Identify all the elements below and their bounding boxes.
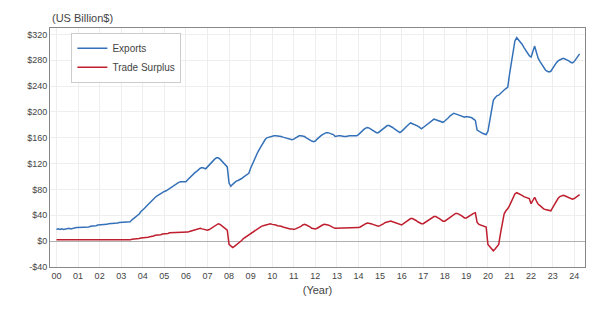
svg-text:$40: $40 <box>32 210 47 220</box>
svg-text:Trade Surplus: Trade Surplus <box>112 62 174 73</box>
svg-text:01: 01 <box>73 271 83 281</box>
svg-text:22: 22 <box>526 271 536 281</box>
svg-text:14: 14 <box>353 271 363 281</box>
svg-text:05: 05 <box>159 271 169 281</box>
svg-text:04: 04 <box>138 271 148 281</box>
svg-text:$160: $160 <box>27 133 47 143</box>
svg-text:$280: $280 <box>27 55 47 65</box>
svg-text:00: 00 <box>51 271 61 281</box>
svg-text:10: 10 <box>267 271 277 281</box>
svg-text:16: 16 <box>397 271 407 281</box>
svg-text:$320: $320 <box>27 30 47 40</box>
svg-text:$120: $120 <box>27 159 47 169</box>
svg-text:19: 19 <box>461 271 471 281</box>
svg-text:(Year): (Year) <box>303 284 333 296</box>
svg-text:03: 03 <box>116 271 126 281</box>
svg-text:$200: $200 <box>27 107 47 117</box>
svg-text:08: 08 <box>224 271 234 281</box>
svg-text:Exports: Exports <box>112 43 146 54</box>
svg-text:09: 09 <box>246 271 256 281</box>
svg-text:15: 15 <box>375 271 385 281</box>
svg-text:$80: $80 <box>32 185 47 195</box>
svg-text:20: 20 <box>483 271 493 281</box>
svg-text:13: 13 <box>332 271 342 281</box>
svg-text:18: 18 <box>440 271 450 281</box>
svg-text:24: 24 <box>569 271 579 281</box>
svg-text:11: 11 <box>289 271 298 281</box>
svg-text:07: 07 <box>202 271 212 281</box>
svg-text:$0: $0 <box>37 236 47 246</box>
svg-text:12: 12 <box>310 271 320 281</box>
svg-text:$240: $240 <box>27 81 47 91</box>
svg-text:21: 21 <box>504 271 514 281</box>
svg-text:17: 17 <box>418 271 428 281</box>
svg-text:23: 23 <box>548 271 558 281</box>
svg-text:(US Billion$): (US Billion$) <box>52 12 113 24</box>
svg-text:-$40: -$40 <box>29 262 47 272</box>
svg-text:02: 02 <box>95 271 105 281</box>
svg-text:06: 06 <box>181 271 191 281</box>
